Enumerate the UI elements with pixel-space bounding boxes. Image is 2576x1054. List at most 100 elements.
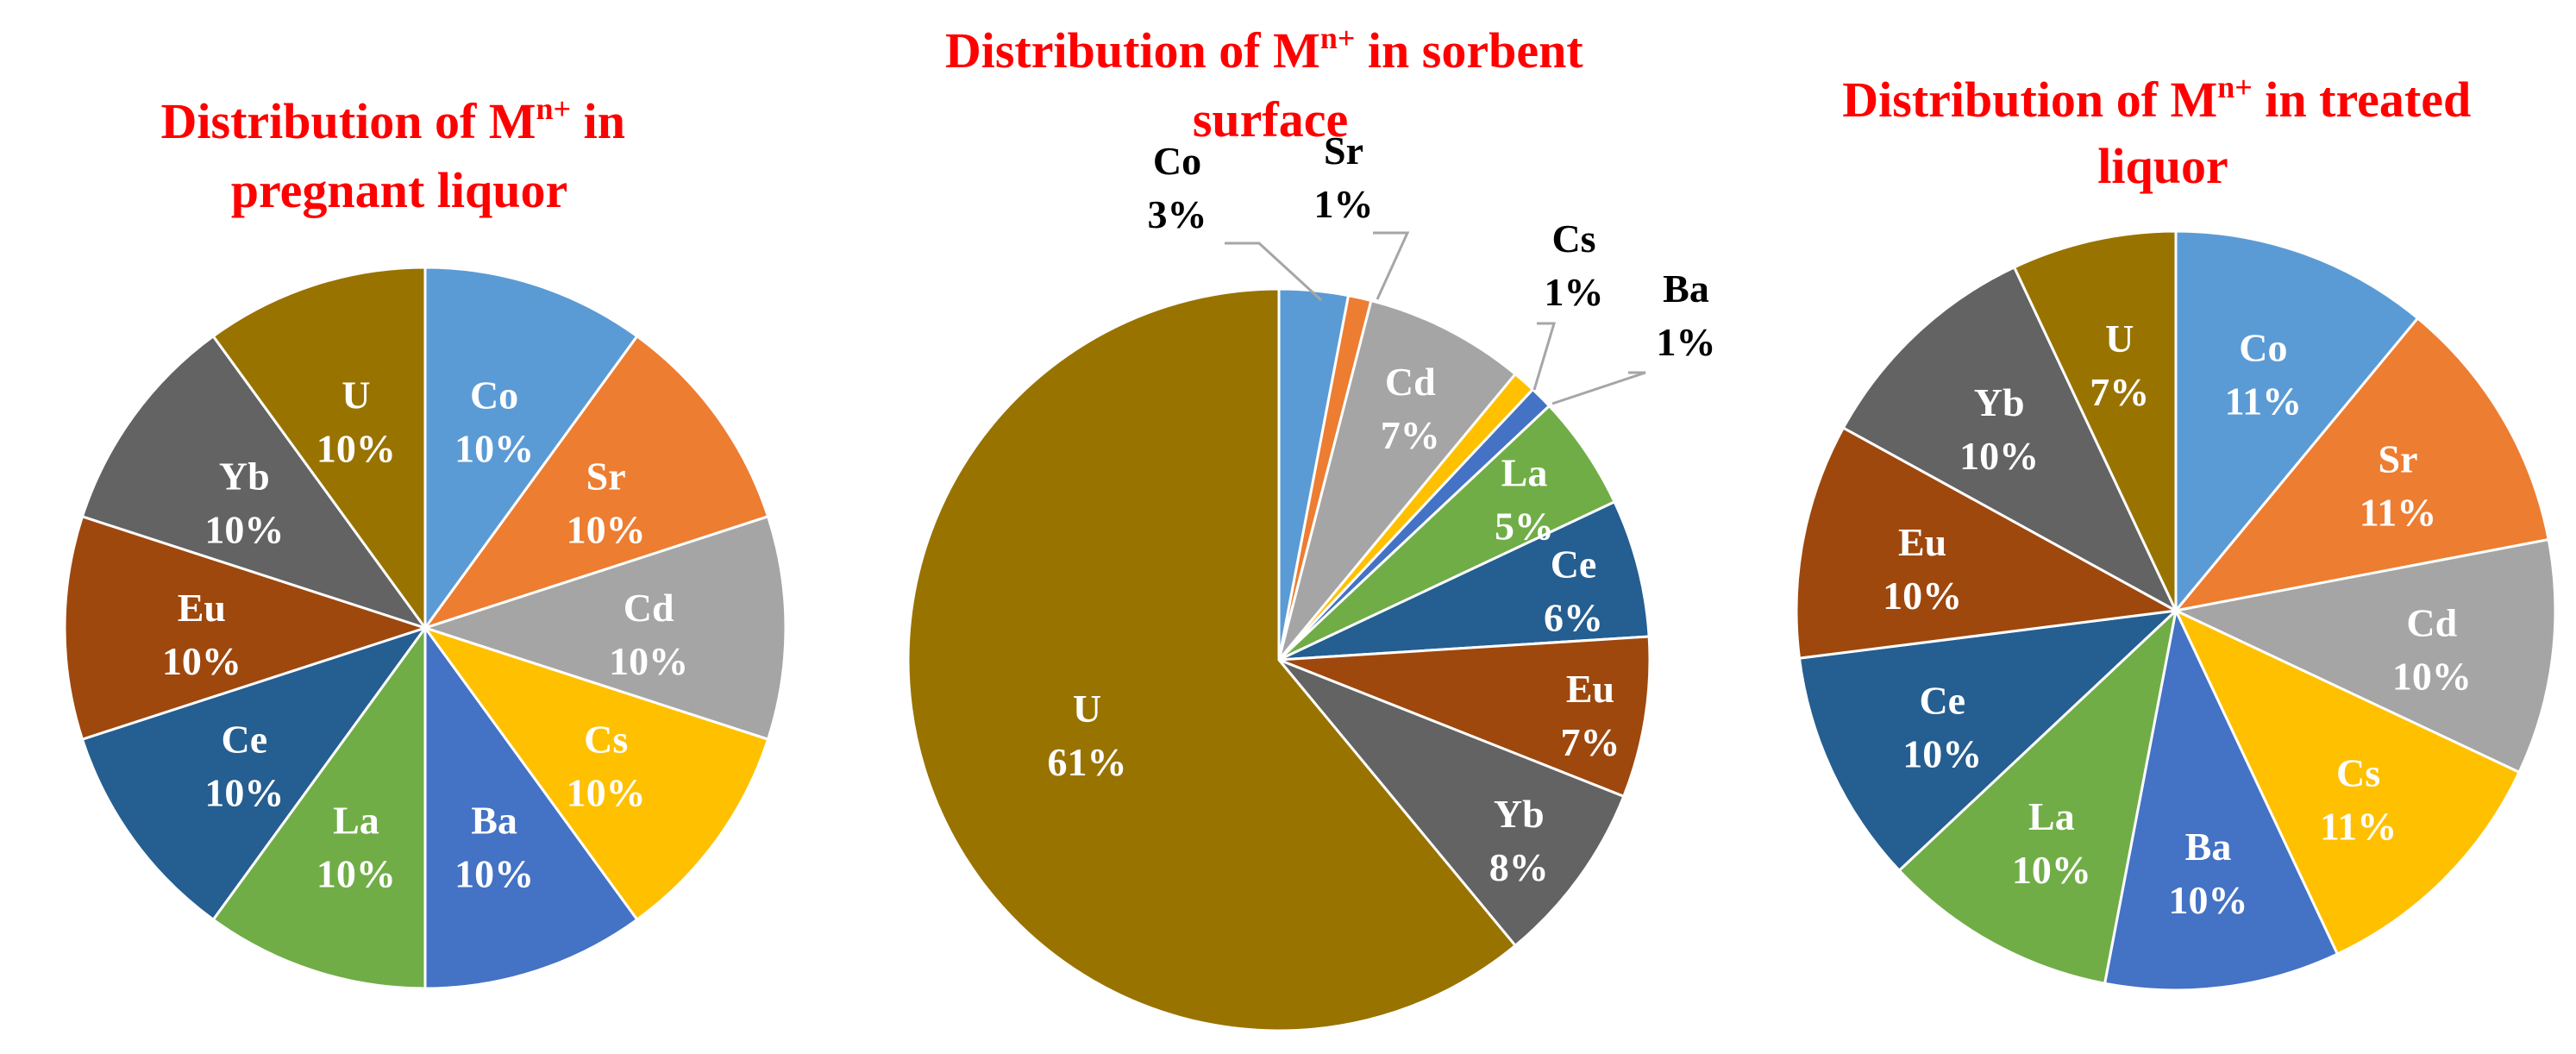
pie-1-slice-la: [211, 624, 427, 990]
pie-3-label-co: Co 11%: [2225, 325, 2302, 423]
pie-1-label-yb-value: 10%: [204, 508, 284, 552]
pie-2-label-eu-value: 7%: [1561, 720, 1620, 764]
pie-chart-treated-liquor: Co 11% Sr 11% Cd 10% Cs 11% Ba 10% La 10% Ce 10% Eu 10%…: [1795, 229, 2557, 992]
pie-chart-pregnant-liquor: Co 10% Sr 10% Cd 10% Cs 10% Ba 10% La 10% Ce 10% Eu 10%…: [63, 266, 787, 990]
pie-1-label-ba-value: 10%: [454, 851, 534, 895]
chart-3-title-line-2: liquor: [2097, 138, 2228, 194]
pie-1-label-cs-name: Cs: [584, 717, 628, 761]
pie-3-label-yb-name: Yb: [1974, 380, 2025, 424]
pie-2-label-sr-name: Sr: [1324, 129, 1363, 173]
pie-2-label-eu-name: Eu: [1566, 667, 1614, 711]
pie-3-slice-cd: [2172, 537, 2557, 775]
pie-3-label-yb: Yb 10%: [1959, 380, 2039, 478]
pie-3-label-ce: Ce 10%: [1902, 678, 1982, 775]
chart-2-title: Distribution of Mn+ in sorbent surface: [945, 21, 1595, 147]
chart-2-title-line-2: surface: [1193, 91, 1348, 147]
pie-1-slice-yb: [80, 334, 429, 631]
pie-2-label-yb: Yb 8%: [1489, 792, 1549, 889]
pie-1-label-sr: Sr 10%: [567, 455, 646, 552]
pie-1-label-ba: Ba 10%: [454, 798, 534, 895]
pie-3-label-cd: Cd 10%: [2392, 600, 2472, 698]
pie-1-label-cs: Cs 10%: [567, 717, 646, 814]
pie-2-label-eu: Eu 7%: [1561, 667, 1620, 764]
pie-3-label-u-value: 7%: [2090, 370, 2149, 414]
pie-chart-sorbent-surface: Co 3% Sr 1% Cd 7% Cs 1% Ba 1% La 5%Ce 6% Eu 7% Yb 8% U 61%: [906, 129, 1716, 1032]
pie-1-label-la-value: 10%: [317, 851, 396, 895]
pie-3-slice-co: [2174, 229, 2420, 615]
pie-2-label-sr-value: 1%: [1314, 182, 1374, 226]
pie-2-label-u-value: 61%: [1047, 740, 1126, 784]
pie-2-label-yb-name: Yb: [1494, 792, 1545, 836]
pie-2-label-co: Co 3%: [1148, 139, 1207, 236]
pie-1-slice-ba: [423, 624, 639, 990]
pie-1-label-u-name: U: [342, 373, 370, 417]
pie-1-slice-sr: [422, 334, 770, 631]
pie-2-slice-yb: [1277, 658, 1626, 948]
pie-1-label-u: U 10%: [317, 373, 396, 471]
pie-1-label-yb: Yb 10%: [204, 455, 284, 552]
pie-3-label-eu-value: 10%: [1883, 574, 1962, 618]
pie-3-slice-ba: [2103, 606, 2340, 992]
pie-2-label-u-name: U: [1073, 687, 1101, 731]
pie-2-label-u: U 61%: [1047, 687, 1126, 784]
pie-2-label-sr: Sr 1%: [1314, 129, 1374, 226]
pie-3-label-ba: Ba 10%: [2168, 825, 2247, 922]
pie-3-slice-u: [2012, 229, 2178, 612]
pie-1-slice-cd: [421, 514, 787, 742]
chart-3-title-line-1: Distribution of Mn+ in treated: [1842, 70, 2471, 128]
pie-3-label-co-name: Co: [2239, 325, 2287, 369]
pie-1-slice-u: [211, 266, 427, 632]
pie-2-slice-u: [906, 287, 1518, 1032]
pie-3-label-la: La 10%: [2012, 794, 2091, 892]
pie-2-label-ba-name: Ba: [1663, 267, 1709, 311]
pie-2-label-cd-name: Cd: [1385, 360, 1436, 404]
pie-2-label-yb-value: 8%: [1489, 845, 1549, 889]
pie-2-leader-co: [1225, 242, 1323, 302]
pie-3-label-cd-value: 10%: [2392, 654, 2472, 698]
pie-2-slice-cd: [1277, 298, 1518, 661]
pie-3-label-sr-name: Sr: [2379, 437, 2418, 481]
pie-1-label-co-value: 10%: [454, 427, 534, 471]
pie-1-label-sr-name: Sr: [586, 455, 626, 499]
pie-3-label-la-name: La: [2028, 794, 2075, 838]
pie-1-label-eu-value: 10%: [162, 639, 241, 683]
pie-3-slice-cs: [2172, 607, 2522, 957]
pie-2-slice-eu: [1278, 635, 1652, 799]
pie-1-label-cd-value: 10%: [609, 639, 688, 683]
pie-1-label-la: La 10%: [317, 798, 396, 895]
pie-2-label-co-name: Co: [1153, 139, 1201, 183]
pie-2-label-la: La 5%: [1495, 451, 1554, 549]
pie-3-label-sr-value: 11%: [2360, 491, 2436, 535]
pie-3-label-eu: Eu 10%: [1883, 520, 1962, 618]
pie-1-label-ce-name: Ce: [222, 717, 268, 761]
chart-1-title-line-1: Distribution of Mn+ in: [161, 91, 625, 149]
pie-1-label-co: Co 10%: [454, 373, 534, 471]
chart-3-title: Distribution of Mn+ in treated liquor: [1842, 70, 2484, 194]
pie-3-slice-la: [1897, 606, 2178, 985]
chart-2-title-line-1: Distribution of Mn+ in sorbent: [945, 21, 1583, 78]
pie-3-label-cd-name: Cd: [2406, 600, 2457, 644]
pie-1-slice-eu: [63, 514, 429, 742]
pie-3-label-u-name: U: [2105, 317, 2134, 361]
pie-3-slice-eu: [1795, 425, 2180, 660]
pie-3-label-cs: Cs 11%: [2320, 751, 2397, 849]
pie-1-label-la-name: La: [333, 798, 379, 842]
pie-1-label-yb-name: Yb: [219, 455, 270, 499]
pie-2-leader-ba: [1551, 371, 1646, 405]
pie-2-label-cs-value: 1%: [1545, 270, 1604, 314]
pie-2-label-ba: Ba 1%: [1657, 267, 1716, 364]
pie-3-label-co-value: 11%: [2225, 379, 2302, 423]
pie-3-slice-ce: [1797, 608, 2180, 873]
pie-1-label-cd-name: Cd: [624, 586, 674, 630]
pie-2-label-cs-name: Cs: [1551, 216, 1595, 260]
pie-3-label-ce-name: Ce: [1919, 678, 1965, 722]
pie-3-slice-yb: [1841, 265, 2179, 614]
pie-3-label-yb-value: 10%: [1959, 434, 2039, 478]
pie-1-slice-co: [423, 266, 639, 632]
pie-2-label-ce: Ce 6%: [1544, 542, 1603, 639]
pie-3-label-ba-value: 10%: [2168, 878, 2247, 922]
pie-3-label-cs-value: 11%: [2320, 805, 2397, 849]
pie-1-label-ba-name: Ba: [471, 798, 517, 842]
pie-1-label-ce-value: 10%: [204, 770, 284, 814]
